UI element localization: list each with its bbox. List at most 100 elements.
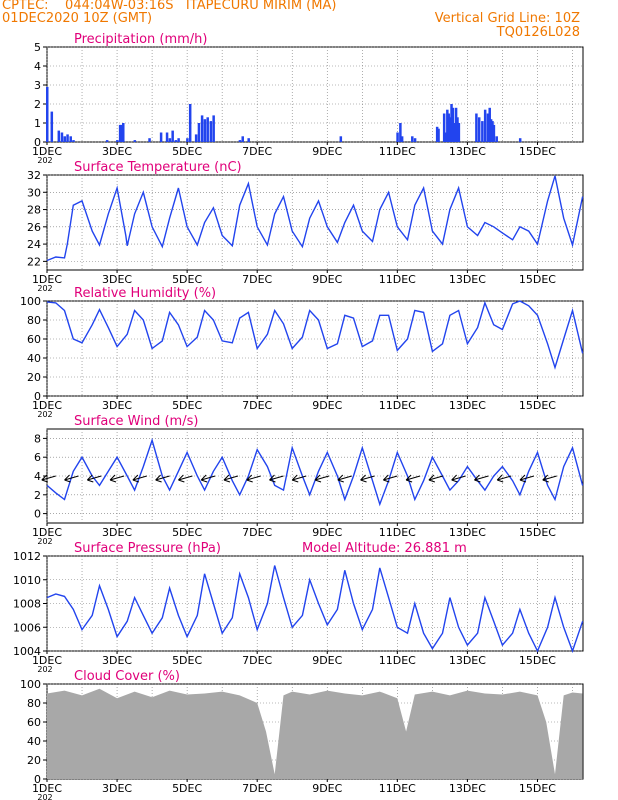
wind-arrow <box>246 474 261 483</box>
wind-arrow <box>64 474 79 483</box>
cloud-year-tag: 202 <box>37 793 52 800</box>
precip-bar <box>447 113 450 142</box>
cloud-area <box>47 688 583 779</box>
precip-bar <box>46 86 49 142</box>
precip-ytick-label: 1 <box>34 117 41 130</box>
rh-xtick-label: 1DEC <box>32 399 62 412</box>
pres-ytick-label: 1006 <box>13 621 41 634</box>
cloud-xtick-label: 9DEC <box>312 782 342 795</box>
precip-bar <box>186 138 189 142</box>
temp-xtick-label: 9DEC <box>312 273 342 286</box>
temp-xtick-label: 1DEC <box>32 273 62 286</box>
precip-bar <box>481 121 484 142</box>
wind-xtick-label: 15DEC <box>519 526 556 539</box>
precip-bar <box>159 132 163 142</box>
pres-ytick-label: 1008 <box>13 598 41 611</box>
precip-bar <box>450 104 453 142</box>
precip-xtick-label: 13DEC <box>449 145 486 158</box>
rh-ytick-label: 0 <box>34 390 41 403</box>
cloud-ytick-label: 100 <box>20 678 41 691</box>
precip-bar <box>457 123 461 142</box>
precip-bar <box>197 123 201 142</box>
precip-bar <box>488 107 491 142</box>
temp-ytick-label: 22 <box>27 255 41 268</box>
wind-arrow <box>132 474 147 483</box>
precip-bar <box>122 123 125 142</box>
temp-ytick-label: 30 <box>27 186 41 199</box>
wind-arrow <box>519 474 535 483</box>
pres-series-line <box>46 565 584 654</box>
cloud-ytick-label: 0 <box>34 773 41 786</box>
precip-bar <box>456 117 459 142</box>
wind-xtick-label: 5DEC <box>172 526 202 539</box>
temp-ytick-label: 28 <box>27 204 41 217</box>
temp-series-line <box>46 175 584 262</box>
precip-bar <box>435 126 439 142</box>
temp-title: Surface Temperature (nC) <box>74 160 242 175</box>
precip-xtick-label: 5DEC <box>172 145 202 158</box>
pres-xtick-label: 13DEC <box>449 654 486 667</box>
precip-bar <box>437 128 440 142</box>
precip-bar <box>413 138 417 142</box>
precip-bar <box>188 104 192 142</box>
temp-frame <box>46 174 584 271</box>
precip-bar <box>491 121 494 142</box>
temp-ytick-label: 32 <box>27 169 41 182</box>
precip-ytick-label: 0 <box>34 136 41 149</box>
wind-arrow <box>382 474 398 483</box>
wind-arrow <box>314 474 330 483</box>
wind-arrow <box>155 474 170 483</box>
wind-arrow <box>542 474 557 483</box>
precip-bar <box>453 123 456 142</box>
wind-xtick-label: 3DEC <box>102 526 132 539</box>
precip-bar <box>168 138 172 142</box>
precip-bar <box>194 134 198 142</box>
precip-bar <box>209 121 213 142</box>
cloud-ytick-label: 20 <box>27 754 41 767</box>
precip-xtick-label: 3DEC <box>102 145 132 158</box>
precip-xtick-label: 15DEC <box>519 145 556 158</box>
wind-ytick-label: 2 <box>34 489 41 502</box>
pres-title: Surface Pressure (hPa) <box>74 541 221 556</box>
cloud-xtick-label: 1DEC <box>32 782 62 795</box>
pres-xtick-label: 5DEC <box>172 654 202 667</box>
pres-annotation: Model Altitude: 26.881 m <box>302 541 467 556</box>
wind-ytick-label: 0 <box>34 508 41 521</box>
rh-ytick-label: 20 <box>27 371 41 384</box>
precip-xtick-label: 9DEC <box>312 145 342 158</box>
precip-ytick-label: 3 <box>34 79 41 92</box>
cloud-xtick-label: 13DEC <box>449 782 486 795</box>
precip-bar <box>444 132 448 142</box>
temp-xtick-label: 3DEC <box>102 273 132 286</box>
pres-ytick-label: 1004 <box>13 645 41 658</box>
precip-bar <box>120 124 124 142</box>
precip-xtick-label: 11DEC <box>379 145 416 158</box>
rh-xtick-label: 11DEC <box>379 399 416 412</box>
precip-bar <box>495 136 498 142</box>
wind-arrow <box>223 474 239 483</box>
precip-bar <box>483 109 487 142</box>
precip-bar <box>489 119 493 142</box>
wind-year-tag: 202 <box>37 537 52 546</box>
precip-ytick-label: 2 <box>34 98 41 111</box>
precip-year-tag: 202 <box>37 156 52 165</box>
precip-bar <box>165 132 169 142</box>
precip-bar <box>133 140 137 142</box>
temp-xtick-label: 15DEC <box>519 273 556 286</box>
precip-bar <box>118 124 122 142</box>
precip-bar <box>492 124 496 142</box>
wind-xtick-label: 13DEC <box>449 526 486 539</box>
rh-ytick-label: 60 <box>27 333 41 346</box>
rh-xtick-label: 15DEC <box>519 399 556 412</box>
precip-bar <box>63 136 67 142</box>
precip-bar <box>212 115 215 142</box>
rh-series-line <box>46 300 584 370</box>
precip-bar <box>72 140 75 142</box>
cloud-ytick-label: 80 <box>27 697 41 710</box>
precip-bar <box>69 136 72 142</box>
wind-ytick-label: 6 <box>34 451 41 464</box>
precip-bar <box>396 132 399 142</box>
wind-arrow <box>200 474 216 483</box>
wind-xtick-label: 7DEC <box>242 526 272 539</box>
wind-ytick-label: 4 <box>34 470 41 483</box>
